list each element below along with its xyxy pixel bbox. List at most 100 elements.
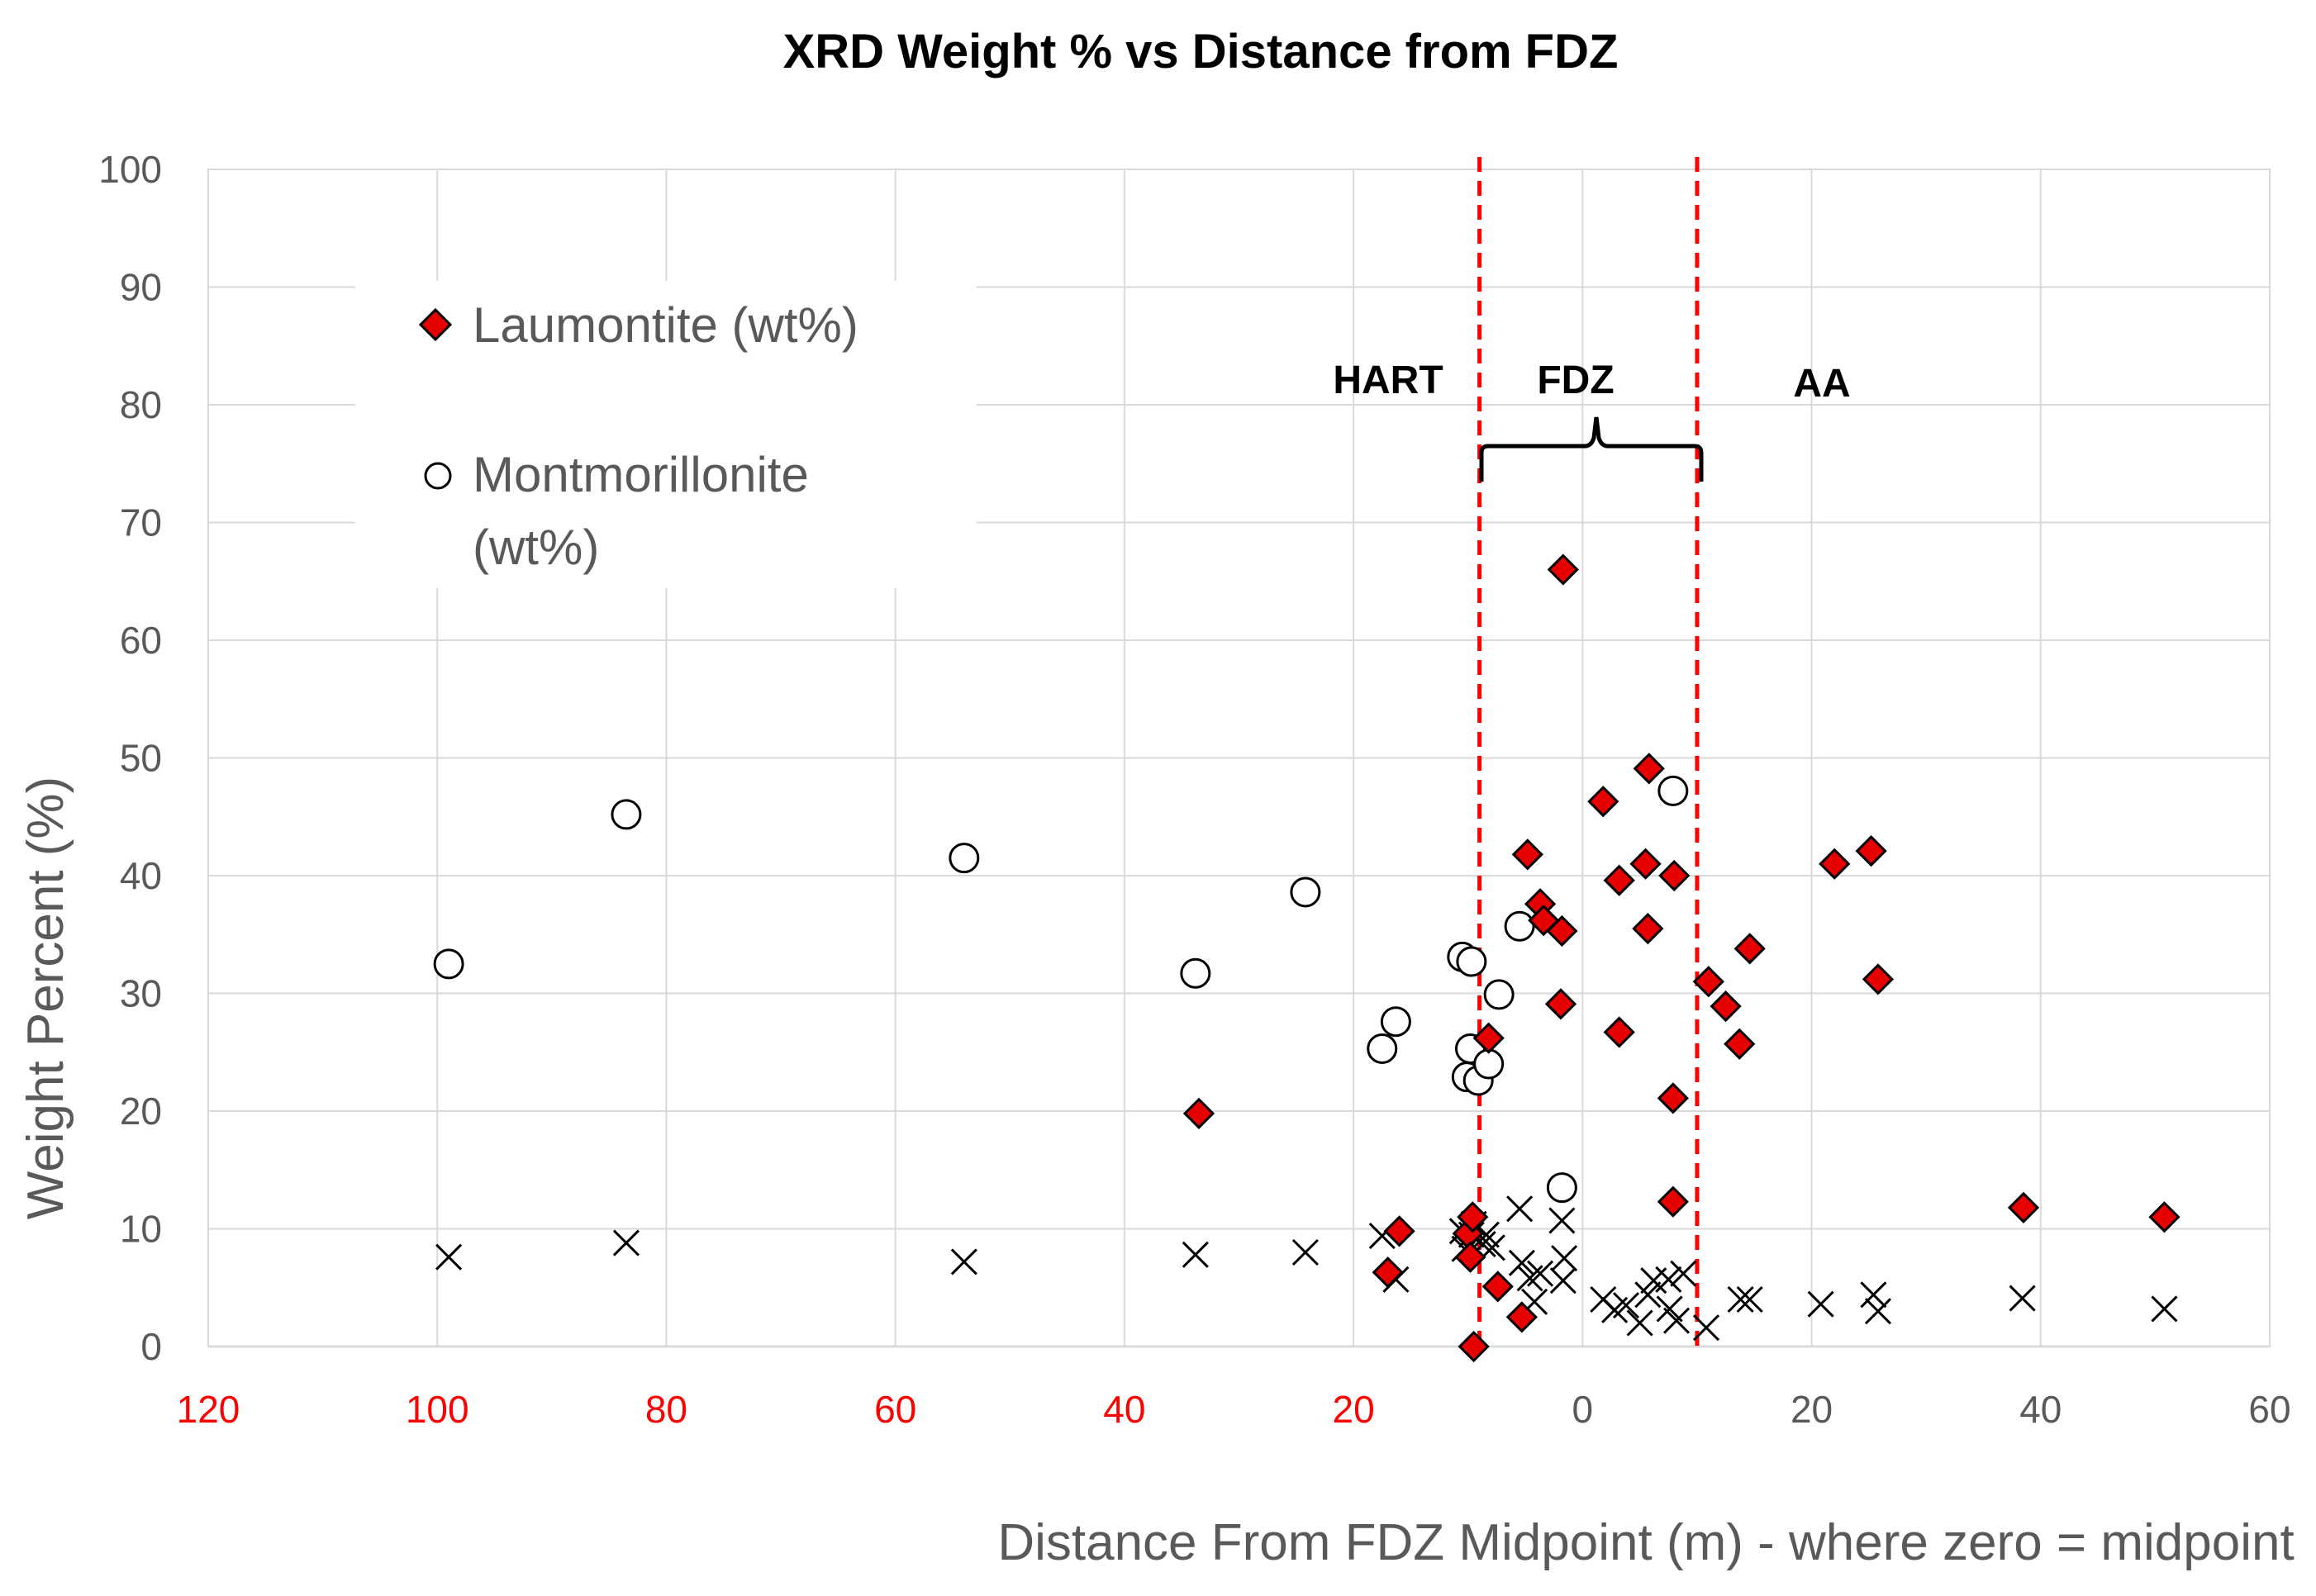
x-tick-label: 60 bbox=[874, 1388, 916, 1431]
montmorillonite-point bbox=[1456, 946, 1487, 977]
plot-area-border bbox=[207, 169, 2271, 1347]
y-tick-label: 0 bbox=[140, 1325, 162, 1368]
x-marker-point bbox=[1692, 1314, 1720, 1342]
x-marker-point bbox=[1526, 1260, 1554, 1287]
montmorillonite-point bbox=[1657, 775, 1689, 806]
laumontite-point bbox=[1862, 963, 1895, 995]
montmorillonite-point bbox=[1180, 957, 1211, 989]
legend-label-laumontite: Laumontite (wt%) bbox=[473, 297, 858, 353]
x-tick-label: 80 bbox=[645, 1388, 687, 1431]
y-axis-label: Weight Percent (%) bbox=[17, 777, 74, 1219]
y-tick-label: 80 bbox=[120, 383, 162, 426]
laumontite-point bbox=[1458, 1330, 1490, 1363]
x-marker-point bbox=[435, 1243, 463, 1271]
legend-marker-montmorillonite bbox=[424, 462, 452, 490]
x-marker-point bbox=[1291, 1238, 1319, 1266]
montmorillonite-point bbox=[1504, 910, 1535, 942]
x-marker-point bbox=[1860, 1281, 1887, 1309]
reference-lines bbox=[1477, 157, 1700, 1347]
laumontite-point bbox=[1481, 1271, 1514, 1303]
x-marker-point bbox=[612, 1229, 640, 1256]
x-marker-point bbox=[2009, 1285, 2036, 1312]
laumontite-point bbox=[1383, 1215, 1415, 1247]
laumontite-point bbox=[1603, 864, 1635, 896]
laumontite-point bbox=[1629, 848, 1662, 880]
x-marker-point bbox=[1612, 1292, 1640, 1319]
x-axis-ticks: 120 100 80 60 40 20 0 20 40 60 bbox=[177, 1388, 2291, 1431]
laumontite-point bbox=[1603, 1016, 1635, 1048]
laumontite-point bbox=[1632, 913, 1664, 945]
x-marker-point bbox=[1655, 1266, 1682, 1293]
legend-label-montmorillonite: Montmorillonite (wt%) bbox=[473, 447, 823, 575]
laumontite-point bbox=[1855, 834, 1887, 867]
chart-title: XRD Weight % vs Distance from FDZ bbox=[783, 25, 1619, 78]
legend-marker-laumontite bbox=[418, 307, 453, 342]
y-axis-ticks: 0 10 20 30 40 50 60 70 80 90 100 bbox=[98, 148, 162, 1368]
x-tick-label: 40 bbox=[1103, 1388, 1145, 1431]
y-tick-label: 40 bbox=[120, 854, 162, 897]
laumontite-point bbox=[2148, 1201, 2180, 1233]
x-marker-point bbox=[1508, 1249, 1535, 1276]
x-marker-point bbox=[1670, 1260, 1697, 1287]
y-tick-label: 10 bbox=[120, 1208, 162, 1251]
region-label-aa: AA bbox=[1793, 362, 1850, 406]
y-tick-label: 20 bbox=[120, 1090, 162, 1133]
x-marker-point bbox=[1549, 1267, 1576, 1294]
x-marker-point bbox=[1807, 1290, 1834, 1318]
x-marker-point bbox=[1548, 1207, 1576, 1234]
laumontite-point bbox=[1546, 914, 1578, 948]
x-marker-point bbox=[1626, 1309, 1653, 1337]
laumontite-point bbox=[1454, 1241, 1486, 1273]
montmorillonite-point bbox=[611, 799, 642, 830]
laumontite-point bbox=[1457, 1201, 1489, 1233]
x-marker-point bbox=[1864, 1298, 1892, 1325]
y-tick-label: 30 bbox=[120, 972, 162, 1015]
laumontite-point bbox=[1724, 1028, 1756, 1060]
legend-label-montmorillonite-line-1: Montmorillonite bbox=[473, 447, 809, 502]
x-marker-point bbox=[1656, 1295, 1683, 1323]
data-points bbox=[433, 553, 2180, 1363]
y-tick-label: 70 bbox=[120, 501, 162, 544]
montmorillonite-point bbox=[949, 843, 980, 874]
laumontite-point bbox=[1692, 966, 1724, 998]
y-tick-label: 50 bbox=[120, 737, 162, 780]
laumontite-point bbox=[1547, 553, 1579, 586]
x-tick-label: 60 bbox=[2248, 1388, 2290, 1431]
region-label-fdz: FDZ bbox=[1537, 359, 1614, 402]
y-tick-label: 60 bbox=[120, 619, 162, 662]
laumontite-point bbox=[1505, 1301, 1538, 1333]
fdz-bracket bbox=[1479, 416, 1704, 482]
montmorillonite-point bbox=[1546, 1172, 1577, 1204]
x-marker-point bbox=[1662, 1307, 1691, 1334]
laumontite-point bbox=[1657, 1082, 1689, 1114]
x-marker-point bbox=[1551, 1245, 1578, 1272]
x-marker-point bbox=[950, 1248, 977, 1275]
x-marker-point bbox=[1634, 1281, 1662, 1309]
region-label-hart: HART bbox=[1333, 359, 1443, 402]
laumontite-point bbox=[2007, 1191, 2040, 1223]
x-tick-label: 0 bbox=[1572, 1388, 1594, 1431]
montmorillonite-point bbox=[433, 948, 464, 980]
laumontite-point bbox=[1633, 753, 1665, 785]
laumontite-point bbox=[1528, 905, 1560, 937]
x-axis-label: Distance From FDZ Midpoint (m) - where z… bbox=[997, 1514, 2294, 1571]
x-tick-label: 40 bbox=[2019, 1388, 2062, 1431]
laumontite-point bbox=[1182, 1097, 1215, 1129]
laumontite-point bbox=[1819, 848, 1851, 880]
y-tick-label: 100 bbox=[98, 148, 162, 191]
laumontite-point bbox=[1658, 859, 1691, 892]
laumontite-point bbox=[1511, 838, 1543, 871]
laumontite-point bbox=[1587, 786, 1619, 818]
montmorillonite-point bbox=[1380, 1006, 1411, 1038]
laumontite-point bbox=[1710, 990, 1742, 1023]
montmorillonite-point bbox=[1483, 979, 1515, 1010]
laumontite-point bbox=[1733, 933, 1766, 965]
legend-label-montmorillonite-line-2: (wt%) bbox=[473, 520, 599, 575]
x-marker-point bbox=[2151, 1295, 2178, 1323]
legend-box bbox=[355, 281, 977, 588]
montmorillonite-point bbox=[1473, 1048, 1505, 1080]
x-marker-point bbox=[1506, 1195, 1534, 1223]
y-tick-label: 90 bbox=[120, 266, 162, 309]
